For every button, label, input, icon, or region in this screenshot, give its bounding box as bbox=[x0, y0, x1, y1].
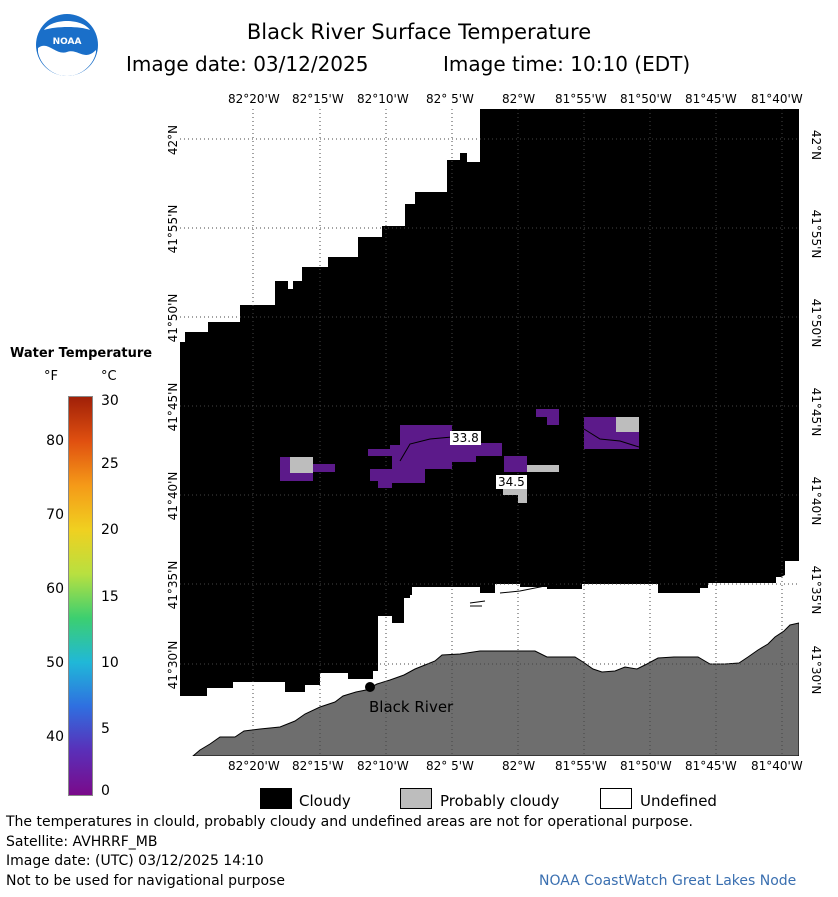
lat-label-right-5: 41°40'N bbox=[809, 476, 823, 526]
lat-label-left-6: 41°35'N bbox=[166, 560, 180, 610]
probably-cloudy-label: Probably cloudy bbox=[440, 792, 560, 810]
legend-f-tick: 60 bbox=[46, 581, 64, 597]
lon-label-bottom-8: 81°45'W bbox=[685, 759, 737, 773]
lon-label-bottom-1: 82°20'W bbox=[228, 759, 280, 773]
lat-label-right-4: 41°45'N bbox=[809, 387, 823, 437]
lon-label-top-6: 81°55'W bbox=[555, 92, 607, 106]
legend-f-tick: 50 bbox=[46, 655, 64, 671]
lon-label-top-4: 82° 5'W bbox=[426, 92, 474, 106]
lon-label-bottom-5: 82°W bbox=[502, 759, 536, 773]
legend-color-bar bbox=[68, 396, 93, 796]
image-date: Image date: 03/12/2025 bbox=[126, 52, 369, 76]
lon-label-bottom-7: 81°50'W bbox=[620, 759, 672, 773]
lat-label-left-2: 41°55'N bbox=[166, 204, 180, 254]
legend-f-tick: 80 bbox=[46, 433, 64, 449]
cloud-mask bbox=[180, 109, 799, 696]
station-label: Black River bbox=[369, 698, 454, 716]
legend-c-tick: 5 bbox=[101, 721, 110, 737]
logo-text: NOAA bbox=[53, 37, 82, 47]
nav-warning-text: Not to be used for navigational purpose bbox=[6, 873, 285, 889]
legend-c-tick: 20 bbox=[101, 522, 119, 538]
lon-label-top-9: 81°40'W bbox=[751, 92, 803, 106]
image-time: Image time: 10:10 (EDT) bbox=[443, 52, 691, 76]
undefined-swatch bbox=[600, 788, 632, 809]
lon-label-top-7: 81°50'W bbox=[620, 92, 672, 106]
black-river-station-marker bbox=[365, 682, 375, 692]
contour-lines bbox=[399, 428, 640, 607]
legend-title: Water Temperature bbox=[10, 346, 153, 361]
lat-label-left-5: 41°40'N bbox=[166, 471, 180, 521]
lat-label-left-1: 42°N bbox=[166, 124, 180, 156]
legend-f-tick: 70 bbox=[46, 507, 64, 523]
page-title: Black River Surface Temperature bbox=[246, 20, 592, 44]
lat-label-left-7: 41°30'N bbox=[166, 640, 180, 690]
disclaimer-text: The temperatures in clould, probably clo… bbox=[6, 814, 693, 830]
sst-map bbox=[180, 109, 799, 756]
legend-c-tick: 0 bbox=[101, 783, 110, 799]
credit-link[interactable]: NOAA CoastWatch Great Lakes Node bbox=[539, 873, 797, 889]
lon-label-bottom-2: 82°15'W bbox=[292, 759, 344, 773]
lat-label-left-3: 41°50'N bbox=[166, 293, 180, 343]
lat-label-left-4: 41°45'N bbox=[166, 382, 180, 432]
lon-label-top-3: 82°10'W bbox=[357, 92, 409, 106]
lon-label-bottom-9: 81°40'W bbox=[751, 759, 803, 773]
lon-label-top-1: 82°20'W bbox=[228, 92, 280, 106]
lat-label-right-1: 42°N bbox=[809, 129, 823, 161]
temp-label-2: 34.5 bbox=[496, 475, 527, 489]
legend-f-tick: 40 bbox=[46, 729, 64, 745]
lat-label-right-3: 41°50'N bbox=[809, 298, 823, 348]
lat-label-right-6: 41°35'N bbox=[809, 565, 823, 615]
legend-c-tick: 10 bbox=[101, 655, 119, 671]
lon-label-bottom-4: 82° 5'W bbox=[426, 759, 474, 773]
utc-date-text: Image date: (UTC) 03/12/2025 14:10 bbox=[6, 853, 264, 869]
legend-c-tick: 30 bbox=[101, 393, 119, 409]
land-area bbox=[192, 622, 799, 756]
legend-unit-f: °F bbox=[44, 369, 58, 384]
lat-label-right-2: 41°55'N bbox=[809, 209, 823, 259]
lon-label-bottom-3: 82°10'W bbox=[357, 759, 409, 773]
temp-label-1: 33.8 bbox=[450, 431, 481, 445]
legend-unit-c: °C bbox=[101, 369, 117, 384]
lat-label-right-7: 41°30'N bbox=[809, 645, 823, 695]
legend-c-tick: 25 bbox=[101, 456, 119, 472]
lon-label-top-5: 82°W bbox=[502, 92, 536, 106]
undefined-label: Undefined bbox=[640, 792, 717, 810]
noaa-logo: NOAA bbox=[34, 12, 100, 78]
lon-label-bottom-6: 81°55'W bbox=[555, 759, 607, 773]
cloudy-label: Cloudy bbox=[299, 792, 351, 810]
lon-label-top-8: 81°45'W bbox=[685, 92, 737, 106]
noaa-logo-icon: NOAA bbox=[36, 14, 98, 76]
lon-label-top-2: 82°15'W bbox=[292, 92, 344, 106]
cloudy-swatch bbox=[260, 788, 292, 809]
probably-cloudy-swatch bbox=[400, 788, 432, 809]
legend-c-tick: 15 bbox=[101, 589, 119, 605]
satellite-text: Satellite: AVHRRF_MB bbox=[6, 834, 158, 850]
